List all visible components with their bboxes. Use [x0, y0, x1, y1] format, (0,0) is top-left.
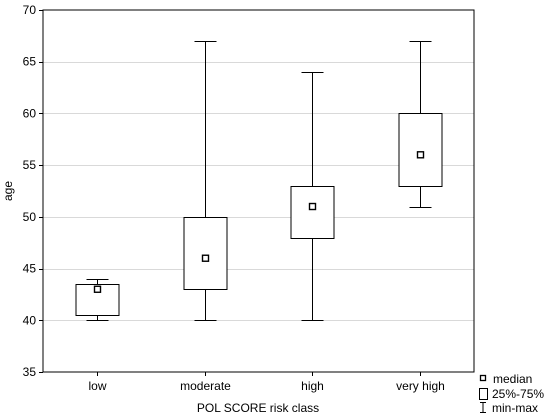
y-tick-label: 45	[23, 262, 37, 276]
x-tick-label: very high	[396, 379, 445, 393]
median-marker	[308, 202, 317, 211]
plot-area-frame	[42, 9, 475, 373]
y-tick-label: 35	[23, 365, 37, 379]
grid-lines	[43, 62, 474, 321]
legend-whisker-label: min-max	[492, 401, 538, 415]
legend-box-marker	[479, 388, 488, 400]
iqr-box	[183, 217, 228, 290]
box-low	[75, 279, 120, 321]
y-tick-label: 40	[23, 313, 37, 327]
median-marker	[416, 151, 425, 159]
legend-box-label: 25%-75%	[492, 387, 544, 401]
y-tick-label: 60	[23, 106, 37, 120]
legend: median 25%-75% min-max	[479, 372, 544, 415]
iqr-box	[290, 186, 335, 239]
y-tick-label: 55	[23, 158, 37, 172]
legend-whisker-marker	[480, 402, 486, 413]
y-axis-title: age	[1, 181, 15, 201]
median-marker	[93, 285, 102, 293]
x-axis-ticks: low moderate high very high	[88, 372, 445, 393]
legend-median-marker	[479, 374, 487, 382]
box-high	[290, 72, 335, 321]
y-tick-label: 65	[23, 55, 37, 69]
y-axis-ticks: 35 40 45 50 55 60 65 70	[23, 3, 43, 379]
iqr-box	[398, 113, 443, 187]
box-very-high	[398, 41, 443, 208]
x-tick-label: high	[301, 379, 324, 393]
y-tick-label: 70	[23, 3, 37, 17]
x-axis-title: POL SCORE risk class	[197, 401, 319, 415]
legend-median-label: median	[493, 372, 532, 386]
box-moderate	[183, 41, 228, 321]
median-marker	[201, 254, 210, 262]
y-tick-label: 50	[23, 210, 37, 224]
box-series	[75, 41, 443, 321]
x-tick-label: moderate	[180, 379, 231, 393]
x-tick-label: low	[88, 379, 106, 393]
